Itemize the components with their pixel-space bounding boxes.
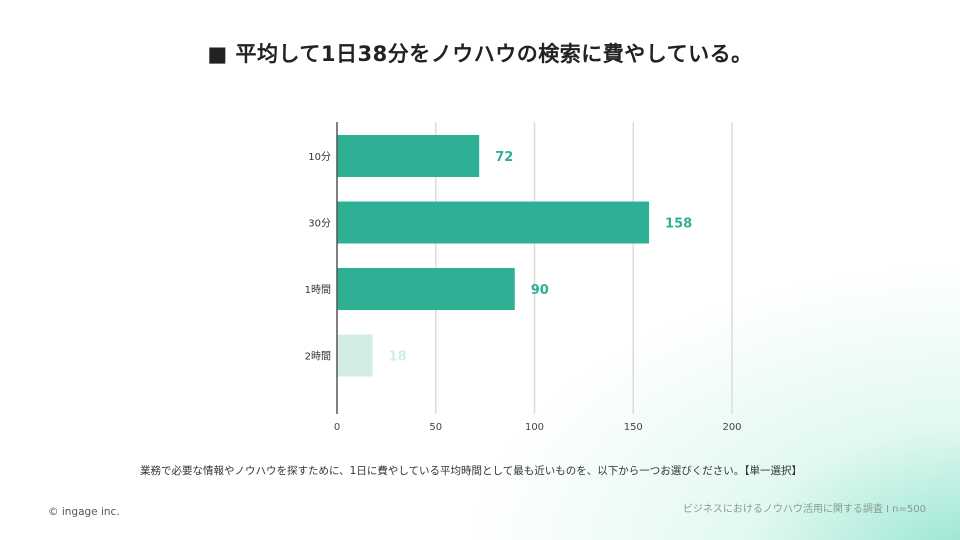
- x-tick-label: 200: [722, 422, 741, 433]
- y-category-label: 30分: [308, 218, 331, 230]
- data-label: 72: [495, 150, 513, 165]
- y-category-label: 2時間: [305, 351, 331, 363]
- bar-chart: 10分 30分 1時間 2時間 0 50 100 150 200 72 158 90 18: [305, 122, 742, 433]
- data-label: 158: [665, 217, 692, 232]
- chart-title: ■ 平均して1日38分をノウハウの検索に費やしている。: [207, 42, 753, 66]
- data-label: 18: [389, 350, 407, 365]
- bar-3: [337, 268, 515, 310]
- x-tick-label: 150: [624, 422, 643, 433]
- survey-question: 業務で必要な情報やノウハウを探すために、1日に費やしている平均時間として最も近い…: [140, 465, 802, 477]
- x-axis-labels: 0 50 100 150 200: [334, 422, 742, 433]
- x-tick-label: 50: [429, 422, 442, 433]
- bar-2: [337, 201, 650, 244]
- x-tick-label: 0: [334, 422, 340, 433]
- x-tick-label: 100: [525, 422, 544, 433]
- bar-4: [337, 334, 373, 377]
- y-axis-labels: 10分 30分 1時間 2時間: [305, 151, 331, 363]
- y-category-label: 1時間: [305, 284, 331, 296]
- survey-source: ビジネスにおけるノウハウ活用に関する調査 I n=500: [682, 504, 926, 515]
- bar-1: [337, 135, 480, 177]
- data-labels: 72 158 90 18: [389, 150, 693, 365]
- chart-bars: [337, 135, 650, 377]
- y-category-label: 10分: [308, 151, 331, 163]
- data-label: 90: [531, 283, 549, 298]
- copyright: © ingage inc.: [48, 506, 120, 518]
